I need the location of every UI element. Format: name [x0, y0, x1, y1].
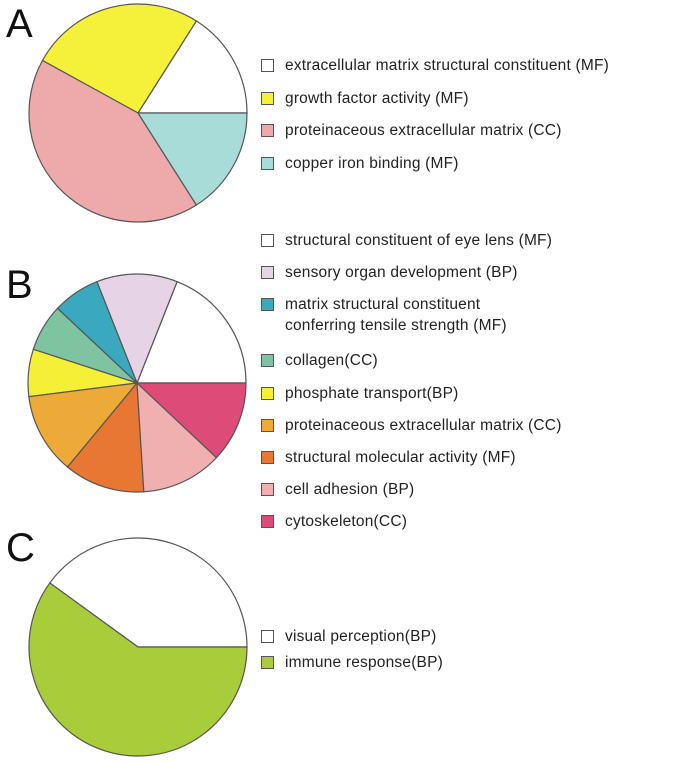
legend-label: cell adhesion (BP)	[285, 481, 415, 499]
legend-swatch	[261, 59, 274, 72]
pie-slice	[28, 382, 139, 468]
pie-slice	[48, 537, 248, 648]
legend-swatch	[261, 298, 274, 312]
legend-item: sensory organ development (BP)	[261, 262, 562, 294]
legend-swatch	[261, 91, 274, 105]
legend-swatch	[261, 386, 274, 400]
legend-label: sensory organ development (BP)	[285, 264, 518, 282]
legend-swatch	[261, 354, 274, 368]
legend-label: extracellular matrix structural constitu…	[285, 57, 609, 74]
legend-swatch	[261, 418, 274, 432]
pie-slice	[136, 20, 248, 114]
legend-item: immune response(BP)	[261, 652, 443, 678]
legend-label: proteinaceous extracellular matrix (CC)	[285, 416, 562, 434]
legend-label: cytoskeleton(CC)	[285, 513, 408, 531]
legend-label-line: conferring tensile strength (MF)	[285, 317, 507, 335]
legend-swatch	[261, 124, 274, 138]
panel-letter-b: B	[6, 263, 33, 307]
legend-label: growth factor activity (MF)	[285, 89, 469, 107]
legend-a: extracellular matrix structural constitu…	[261, 55, 609, 186]
legend-swatch	[261, 157, 274, 171]
legend-label: structural constituent of eye lens (MF)	[285, 232, 553, 249]
legend-item: structural molecular activity (MF)	[261, 447, 562, 479]
legend-item: visual perception(BP)	[261, 626, 443, 652]
legend-swatch	[261, 450, 274, 464]
legend-swatch	[261, 483, 274, 497]
legend-item: collagen(CC)	[261, 350, 562, 382]
legend-swatch	[261, 515, 274, 529]
legend-label: copper iron binding (MF)	[285, 155, 459, 173]
pie-slice	[136, 381, 218, 493]
legend-item: proteinaceous extracellular matrix (CC)	[261, 120, 609, 153]
legend-item: cytoskeleton(CC)	[261, 511, 562, 543]
legend-label: phosphate transport(BP)	[285, 384, 459, 402]
legend-label: visual perception(BP)	[285, 628, 437, 645]
legend-item: growth factor activity (MF)	[261, 88, 609, 121]
legend-b: structural constituent of eye lens (MF) …	[261, 230, 562, 544]
legend-item: matrix structural constituent conferring…	[261, 294, 562, 350]
pie-slice	[96, 273, 178, 385]
legend-item: proteinaceous extracellular matrix (CC)	[261, 415, 562, 447]
legend-swatch	[261, 630, 274, 643]
legend-label-line: matrix structural constituent	[285, 296, 481, 314]
pie-slice	[28, 582, 248, 757]
legend-label: structural molecular activity (MF)	[285, 448, 516, 466]
pie-slice	[28, 59, 198, 223]
panel-letter-a: A	[6, 2, 33, 46]
legend-label: immune response(BP)	[285, 654, 443, 671]
legend-item: cell adhesion (BP)	[261, 479, 562, 511]
legend-swatch	[261, 266, 274, 280]
pie-slice	[66, 381, 145, 493]
pie-slice	[136, 280, 247, 384]
legend-label: matrix structural constituent conferring…	[285, 294, 507, 336]
legend-swatch	[261, 234, 274, 247]
pie-slice	[41, 3, 198, 114]
legend-label: proteinaceous extracellular matrix (CC)	[285, 122, 562, 140]
legend-item: structural constituent of eye lens (MF)	[261, 230, 562, 262]
legend-item: copper iron binding (MF)	[261, 153, 609, 186]
panel-letter-c: C	[6, 526, 35, 570]
legend-swatch	[261, 656, 274, 669]
pie-slice	[136, 112, 248, 206]
legend-item: phosphate transport(BP)	[261, 383, 562, 415]
pie-slice	[135, 382, 247, 459]
legend-label: collagen(CC)	[285, 352, 378, 370]
legend-item: extracellular matrix structural constitu…	[261, 55, 609, 88]
legend-c: visual perception(BP) immune response(BP…	[261, 626, 443, 678]
